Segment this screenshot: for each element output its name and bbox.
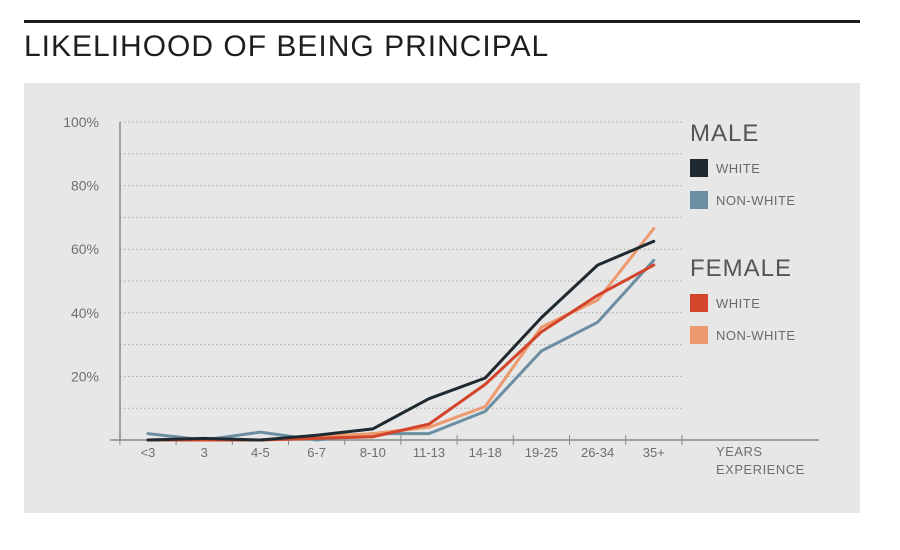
x-tick-label: 6-7 [307,445,326,460]
x-tick-label: 3 [201,445,208,460]
x-axis-ticks: <3 3 4-5 6-7 8-10 11-13 14-18 19-25 26-34 35+ [141,445,665,460]
top-rule [24,20,860,23]
legend-group-title: MALE [690,120,759,147]
y-tick-label: 80% [71,178,99,194]
x-tick-label: 26-34 [581,445,614,460]
legend-swatch [690,294,708,312]
legend-label: NON-WHITE [716,193,796,208]
axes [110,122,819,445]
legend-label: NON-WHITE [716,328,796,343]
x-axis-label: YEARS EXPERIENCE [716,444,805,477]
chart-panel: 20% 40% 60% 80% 100% <3 3 4-5 6-7 8-10 11-13 14-18… [24,83,860,513]
line-chart: 20% 40% 60% 80% 100% <3 3 4-5 6-7 8-10 11-13 14-18… [63,114,819,477]
legend-label: WHITE [716,161,760,176]
x-tick-label: 35+ [643,445,665,460]
legend-swatch [690,326,708,344]
legend-swatch [690,191,708,209]
x-tick-label: 11-13 [413,445,445,460]
x-tick-label: 4-5 [251,445,270,460]
x-tick-label: <3 [141,445,156,460]
series-line-male-non-white [146,258,656,442]
y-tick-label: 100% [63,114,99,130]
legend: MALE WHITE NON-WHITE FEMALE WHITE NON-WHITE [690,120,796,344]
legend-label: WHITE [716,296,760,311]
legend-group-title: FEMALE [690,255,792,282]
series-lines [146,227,656,442]
x-tick-label: 14-18 [469,445,502,460]
x-tick-label: 19-25 [525,445,558,460]
x-axis-label-line-2: EXPERIENCE [716,462,805,477]
y-tick-label: 40% [71,305,99,321]
y-tick-label: 20% [71,368,99,384]
y-tick-label: 60% [71,241,99,257]
y-axis-ticks: 20% 40% 60% 80% 100% [63,114,99,384]
x-tick-label: 8-10 [360,445,386,460]
legend-swatch [690,159,708,177]
x-axis-label-line-1: YEARS [716,444,763,459]
chart-title: LIKELIHOOD OF BEING PRINCIPAL [24,30,550,63]
series-line-male-white [146,239,656,442]
